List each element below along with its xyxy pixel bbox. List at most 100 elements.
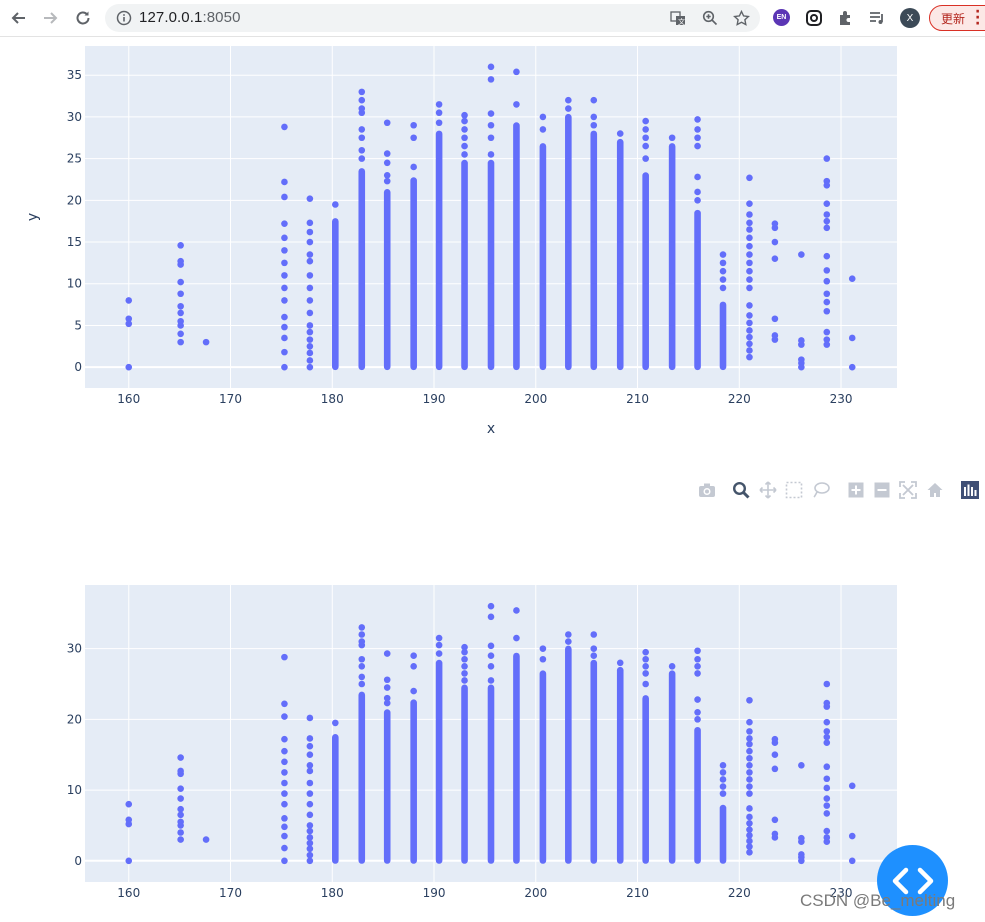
data-point[interactable] (694, 670, 701, 677)
data-point[interactable] (642, 670, 649, 677)
data-point[interactable] (848, 334, 856, 342)
data-point[interactable] (513, 634, 520, 642)
data-point[interactable] (435, 101, 443, 108)
data-point[interactable] (642, 663, 649, 670)
data-point[interactable] (798, 834, 805, 842)
data-point[interactable] (746, 783, 753, 790)
data-point[interactable] (177, 754, 184, 761)
data-point[interactable] (798, 762, 805, 769)
data-point[interactable] (177, 811, 184, 819)
data-point[interactable] (746, 259, 753, 267)
data-point[interactable] (461, 134, 468, 142)
data-point[interactable] (719, 769, 727, 776)
data-point[interactable] (306, 857, 314, 865)
data-point[interactable] (746, 347, 753, 354)
data-point[interactable] (358, 146, 366, 154)
data-point[interactable] (306, 839, 314, 847)
box-select-icon[interactable] (784, 480, 804, 500)
dense-points[interactable] (513, 122, 520, 371)
dense-points[interactable] (642, 172, 649, 371)
data-point[interactable] (306, 735, 314, 742)
data-point[interactable] (306, 767, 314, 775)
data-point[interactable] (823, 328, 831, 336)
data-point[interactable] (177, 257, 184, 265)
zoom-icon[interactable] (701, 9, 719, 27)
data-point[interactable] (590, 652, 598, 660)
data-point[interactable] (746, 747, 753, 755)
data-point[interactable] (565, 105, 572, 112)
data-point[interactable] (694, 197, 701, 204)
data-point[interactable] (746, 200, 753, 207)
data-point[interactable] (461, 151, 468, 158)
data-point[interactable] (823, 211, 831, 218)
data-point[interactable] (358, 88, 366, 96)
data-point[interactable] (694, 663, 701, 670)
data-point[interactable] (823, 810, 831, 817)
data-point[interactable] (719, 790, 727, 797)
data-point[interactable] (539, 645, 547, 652)
dense-points[interactable] (616, 666, 624, 864)
data-point[interactable] (719, 783, 727, 790)
data-point[interactable] (771, 735, 779, 743)
data-point[interactable] (306, 822, 314, 829)
data-point[interactable] (746, 832, 753, 839)
data-point[interactable] (746, 813, 753, 821)
data-point[interactable] (746, 219, 753, 227)
data-point[interactable] (281, 193, 288, 201)
data-point[interactable] (461, 677, 468, 684)
data-point[interactable] (746, 174, 753, 182)
media-queue-icon[interactable] (866, 7, 888, 29)
reload-button[interactable] (71, 6, 95, 30)
data-point[interactable] (461, 142, 468, 150)
data-point[interactable] (281, 323, 288, 331)
data-point[interactable] (306, 790, 314, 797)
autoscale-icon[interactable] (898, 480, 918, 500)
translate-icon[interactable]: 文 (669, 9, 687, 27)
data-point[interactable] (823, 217, 831, 225)
data-point[interactable] (358, 655, 366, 663)
data-point[interactable] (281, 779, 288, 787)
data-point[interactable] (539, 126, 547, 133)
dense-points[interactable] (642, 695, 649, 864)
dense-points[interactable] (487, 159, 495, 371)
data-point[interactable] (306, 336, 314, 343)
dense-points[interactable] (383, 709, 391, 864)
data-point[interactable] (823, 307, 831, 315)
data-point[interactable] (435, 650, 443, 657)
data-point[interactable] (281, 272, 288, 279)
data-point[interactable] (306, 827, 314, 835)
data-point[interactable] (281, 758, 288, 766)
data-point[interactable] (281, 363, 288, 371)
data-point[interactable] (798, 337, 805, 344)
data-point[interactable] (358, 96, 366, 104)
data-point[interactable] (202, 338, 210, 346)
data-point[interactable] (358, 631, 366, 638)
data-point[interactable] (281, 259, 288, 267)
data-point[interactable] (358, 638, 366, 645)
data-point[interactable] (410, 134, 417, 142)
data-point[interactable] (281, 297, 288, 304)
data-point[interactable] (306, 195, 314, 202)
data-point[interactable] (642, 648, 649, 656)
data-point[interactable] (694, 142, 701, 150)
data-point[interactable] (642, 126, 649, 133)
data-point[interactable] (281, 284, 288, 292)
data-point[interactable] (177, 330, 184, 338)
data-point[interactable] (177, 302, 184, 310)
data-point[interactable] (823, 267, 831, 274)
data-point[interactable] (823, 834, 831, 841)
data-point[interactable] (306, 714, 314, 722)
data-point[interactable] (306, 228, 314, 236)
extension-link-icon[interactable] (803, 7, 825, 29)
dense-points[interactable] (332, 218, 339, 371)
zoom-out-icon[interactable] (872, 480, 892, 500)
data-point[interactable] (177, 795, 184, 802)
data-point[interactable] (823, 336, 831, 343)
data-point[interactable] (746, 740, 753, 748)
data-point[interactable] (771, 830, 779, 838)
dense-points[interactable] (719, 301, 727, 371)
star-icon[interactable] (732, 9, 750, 27)
data-point[interactable] (746, 302, 753, 309)
dense-points[interactable] (332, 734, 339, 864)
data-point[interactable] (177, 829, 184, 836)
